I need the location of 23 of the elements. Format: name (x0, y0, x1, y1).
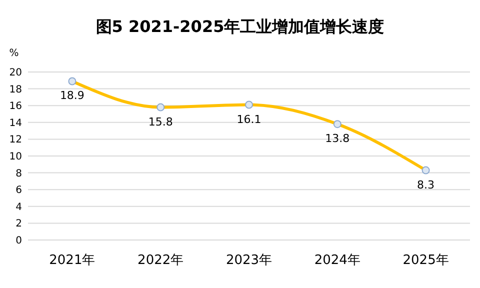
chart-title: 图5 2021-2025年工业增加值增长速度 (96, 17, 384, 36)
y-tick-label: 10 (9, 152, 22, 162)
x-tick-label: 2024年 (314, 253, 360, 268)
data-label: 8.3 (417, 178, 435, 192)
y-tick-label: 18 (9, 84, 22, 96)
y-tick-label: 6 (16, 185, 22, 196)
y-tick-label: 14 (9, 118, 22, 129)
data-label: 15.8 (148, 115, 173, 128)
y-tick-label: 20 (9, 68, 22, 78)
data-label: 13.8 (325, 132, 350, 146)
y-tick-label: 8 (16, 168, 22, 180)
y-tick-label: 2 (16, 218, 22, 230)
x-tick-label: 2021年 (49, 253, 96, 268)
x-tick-label: 2023年 (226, 253, 272, 268)
data-label: 18.9 (60, 89, 84, 102)
x-tick-label: 2025年 (402, 253, 449, 268)
x-tick-label: 2022年 (138, 253, 184, 268)
y-axis-title: % (9, 48, 19, 59)
y-tick-label: 12 (9, 134, 22, 146)
data-label: 16.1 (236, 112, 262, 126)
y-tick-label: 4 (16, 202, 22, 213)
y-tick-label: 16 (9, 101, 22, 112)
y-tick-label: 0 (16, 236, 22, 246)
